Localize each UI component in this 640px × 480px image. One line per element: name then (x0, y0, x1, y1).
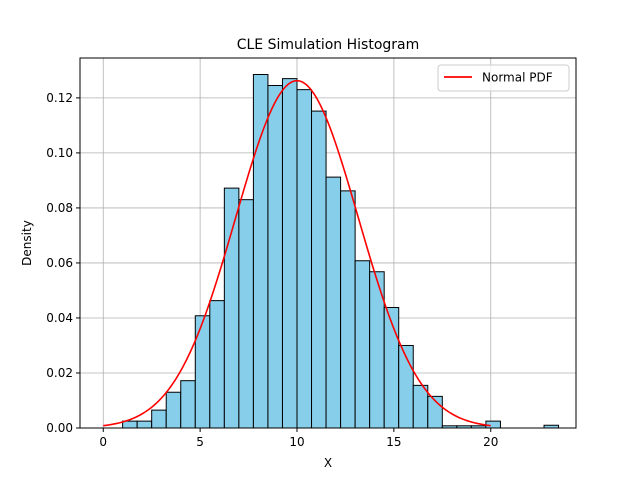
y-tick-label: 0.12 (46, 91, 73, 105)
histogram-bar (194, 315, 211, 429)
histogram-bar (383, 307, 400, 429)
histogram-bar (311, 110, 327, 429)
x-tick-label: 20 (483, 435, 498, 449)
legend: Normal PDF (437, 64, 570, 92)
x-tick-label: 0 (99, 435, 107, 449)
histogram-bar (267, 85, 283, 429)
chart-title: CLE Simulation Histogram (237, 37, 420, 53)
legend-label-normal-pdf: Normal PDF (482, 71, 553, 85)
y-tick-label: 0.04 (46, 311, 73, 325)
histogram-bar (136, 420, 153, 429)
y-tick-label: 0.06 (46, 256, 73, 270)
histogram-bar (252, 74, 269, 429)
histogram-bar (180, 380, 196, 429)
histogram-bar (354, 260, 371, 429)
plot-frame (79, 57, 577, 429)
histogram-bar (209, 300, 225, 429)
x-axis: 0 5 10 15 20 (99, 428, 498, 449)
histogram-bar (325, 176, 342, 429)
histogram-bar (238, 199, 254, 429)
histogram-bar (281, 78, 298, 429)
y-tick-label: 0.00 (46, 421, 73, 435)
x-tick-label: 10 (289, 435, 304, 449)
x-tick-label: 5 (196, 435, 204, 449)
histogram-bar (223, 187, 240, 429)
pdf-line (103, 79, 491, 427)
y-axis: 0.00 0.02 0.04 0.06 0.08 0.10 0.12 (46, 91, 80, 435)
histogram-bar (165, 391, 182, 429)
histogram-bar (412, 384, 429, 429)
x-axis-label: X (324, 456, 332, 470)
y-tick-label: 0.08 (46, 201, 73, 215)
y-tick-label: 0.10 (46, 146, 73, 160)
normal-pdf-curve (103, 79, 491, 427)
histogram-bar (151, 409, 167, 429)
x-tick-label: 15 (386, 435, 401, 449)
histogram-bars (122, 74, 560, 429)
legend-box (437, 64, 570, 92)
histogram-bar (340, 190, 356, 429)
histogram-bar (296, 89, 313, 429)
y-tick-label: 0.02 (46, 366, 73, 380)
y-axis-label: Density (20, 220, 34, 266)
